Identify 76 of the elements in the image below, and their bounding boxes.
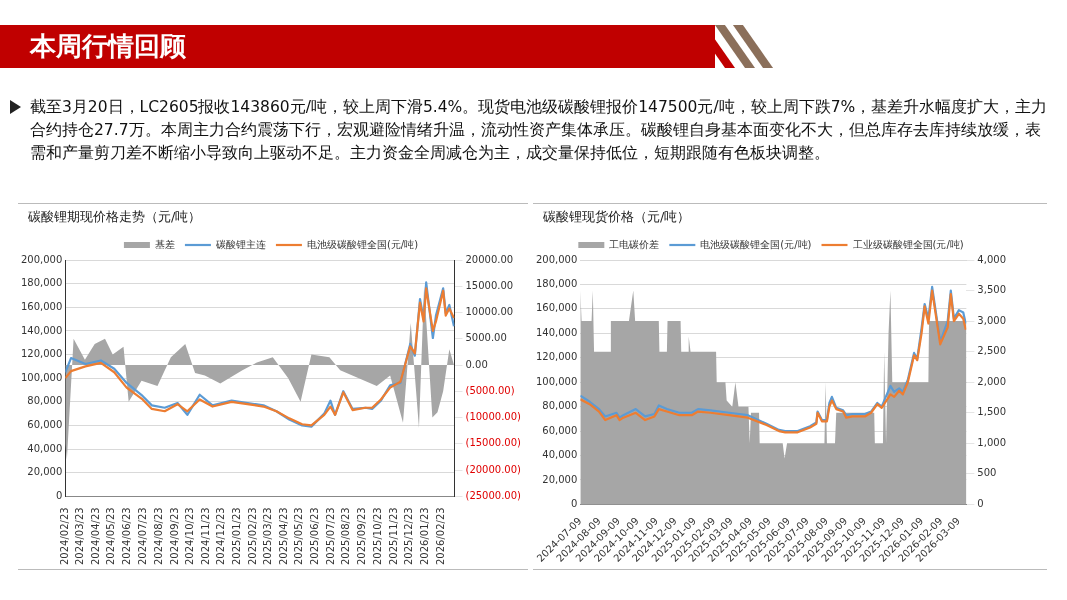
y-tick-label: 160,000 xyxy=(535,302,578,314)
text: 本周行情回顾 xyxy=(0,25,715,68)
y-tick-label: 0 xyxy=(570,498,578,510)
x-tick-label: 2024/02/23 xyxy=(58,507,70,565)
y-tick-label: 60,000 xyxy=(542,424,578,436)
legend-label: 电池级碳酸锂全国(元/吨) xyxy=(700,238,812,250)
x-tick-label: 2024/06/23 xyxy=(121,507,133,565)
y-tick-label: 40,000 xyxy=(542,449,578,461)
y2-tick-label: (10000.00) xyxy=(465,411,522,423)
legend-label: 电池级碳酸锂全国(元/吨) xyxy=(306,238,419,250)
x-tick-label: 2025/02/23 xyxy=(247,507,259,565)
x-tick-label: 2025/11/23 xyxy=(387,507,399,565)
y-tick-label: 120,000 xyxy=(20,348,63,360)
x-tick-label: 2025/10/23 xyxy=(371,507,383,565)
y2-tick-label: (20000.00) xyxy=(465,463,522,475)
x-tick-label: 2024/08/23 xyxy=(152,507,164,565)
x-tick-label: 2024/11/23 xyxy=(199,507,211,565)
y2-tick-label: 2,500 xyxy=(977,345,1007,357)
y2-tick-label: (15000.00) xyxy=(465,437,522,449)
y-tick-label: 160,000 xyxy=(20,300,63,312)
chart-title: 碳酸锂期现价格走势（元/吨） xyxy=(27,208,203,226)
legend-label: 工业级碳酸锂全国(元/吨) xyxy=(852,238,964,250)
y-tick-label: 20,000 xyxy=(542,473,578,485)
y-tick-label: 40,000 xyxy=(27,442,63,454)
y2-tick-label: 1,500 xyxy=(977,406,1007,418)
y-tick-label: 60,000 xyxy=(27,419,63,431)
y2-tick-label: 15000.00 xyxy=(465,279,514,291)
x-tick-label: 2026/02/23 xyxy=(435,507,447,565)
y-tick-label: 80,000 xyxy=(542,400,578,412)
y2-tick-label: 2,000 xyxy=(977,375,1007,387)
x-tick-label: 2025/08/23 xyxy=(340,507,352,565)
x-tick-label: 2025/05/23 xyxy=(293,507,305,565)
y2-tick-label: 3,500 xyxy=(977,284,1007,296)
x-tick-label: 2026/01/23 xyxy=(419,507,431,565)
x-tick-label: 2024/12/23 xyxy=(215,507,227,565)
y-tick-label: 200,000 xyxy=(20,253,63,265)
y2-tick-label: 20000.00 xyxy=(465,253,514,265)
y2-tick-label: 0 xyxy=(977,498,984,510)
y2-tick-label: 3,000 xyxy=(977,314,1007,326)
y-tick-label: 140,000 xyxy=(20,324,63,336)
x-tick-label: 2025/07/23 xyxy=(324,507,336,565)
y2-tick-label: 4,000 xyxy=(977,253,1007,265)
y2-tick-label: 0.00 xyxy=(465,358,488,370)
y2-tick-label: 500 xyxy=(977,467,997,479)
x-tick-label: 2024/09/23 xyxy=(168,507,180,565)
x-tick-label: 2024/04/23 xyxy=(89,507,101,565)
text: 截至3月20日，LC2605报收143860元/吨，较上周下滑5.4%。现货电池级碳酸锂报价147500元/吨，较上周下跌7%，基差升水幅度扩大，主力合约持仓27.7万。本周主力合约震荡下行，宏观避险情绪升温，流动性资产集体承压。碳酸锂自身基本面变化不大，但总库存去库持续放缓，表需和产量剪刀差不断缩小导致向上驱动不足。主力资金全周减仓为主，成交量保持低位，短期跟随有色板块调整。 xyxy=(30,97,1049,164)
x-tick-label: 2025/09/23 xyxy=(356,507,368,565)
y-tick-label: 200,000 xyxy=(535,253,578,265)
legend-label: 碳酸锂主连 xyxy=(214,238,266,250)
y2-tick-label: (25000.00) xyxy=(465,489,522,501)
x-tick-label: 2025/06/23 xyxy=(309,507,321,565)
x-tick-label: 2024/10/23 xyxy=(184,507,196,565)
y-tick-label: 80,000 xyxy=(27,395,63,407)
y-tick-label: 120,000 xyxy=(535,351,578,363)
y-tick-label: 180,000 xyxy=(20,277,63,289)
x-tick-label: 2024/05/23 xyxy=(105,507,117,565)
legend-label: 工电碳价差 xyxy=(609,238,660,250)
x-tick-label: 2024/03/23 xyxy=(73,507,85,565)
x-tick-label: 2024/07/23 xyxy=(136,507,148,565)
y-tick-label: 100,000 xyxy=(20,371,63,383)
x-tick-label: 2025/01/23 xyxy=(231,507,243,565)
y-tick-label: 0 xyxy=(55,489,63,501)
chart-title: 碳酸锂现货价格（元/吨） xyxy=(542,208,692,226)
y-tick-label: 140,000 xyxy=(535,326,578,338)
y2-tick-label: 1,000 xyxy=(977,436,1007,448)
y-tick-label: 180,000 xyxy=(535,278,578,290)
y-tick-label: 20,000 xyxy=(27,466,63,478)
y-tick-label: 100,000 xyxy=(535,375,578,387)
y2-tick-label: 5000.00 xyxy=(465,332,507,344)
x-tick-label: 2025/12/23 xyxy=(403,507,415,565)
y2-tick-label: 10000.00 xyxy=(465,306,514,318)
x-tick-label: 2025/04/23 xyxy=(277,507,289,565)
legend-label: 基差 xyxy=(154,238,175,250)
x-tick-label: 2025/03/23 xyxy=(261,507,273,565)
y2-tick-label: (5000.00) xyxy=(465,384,515,396)
